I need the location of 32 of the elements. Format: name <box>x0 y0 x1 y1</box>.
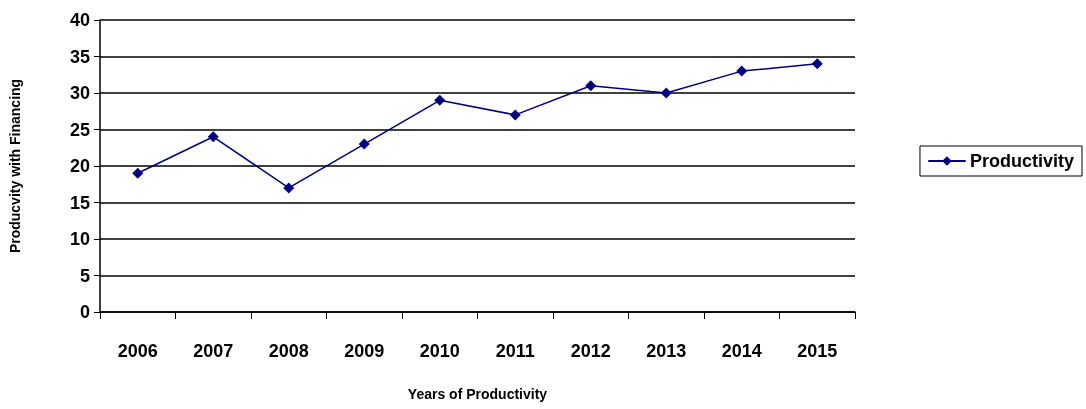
point <box>811 58 823 70</box>
y-tick-label: 0 <box>79 302 90 322</box>
x-tick-label: 2006 <box>117 341 158 361</box>
point <box>736 65 748 77</box>
x-tick-label: 2014 <box>721 341 762 361</box>
legend-label: Productivity <box>969 151 1075 171</box>
x-axis-title: Years of Productivity <box>407 386 548 402</box>
point <box>283 182 295 194</box>
y-tick-label: 40 <box>69 10 90 30</box>
y-tick-label: 10 <box>69 229 90 249</box>
y-tick-label: 35 <box>69 46 90 67</box>
point <box>358 138 370 150</box>
y-tick-label: 5 <box>79 265 90 286</box>
point <box>660 87 672 99</box>
x-tick-label: 2012 <box>570 341 611 361</box>
y-tick-label: 25 <box>69 119 90 140</box>
point <box>132 167 144 179</box>
y-tick-label: 15 <box>69 192 90 213</box>
x-tick-label: 2010 <box>419 341 460 361</box>
y-tick-label: 20 <box>69 156 90 176</box>
x-tick-label: 2007 <box>193 341 234 361</box>
x-tick-label: 2009 <box>344 341 385 361</box>
point <box>434 94 446 106</box>
x-tick-label: 2015 <box>797 341 838 361</box>
point <box>509 109 521 121</box>
y-axis-title: Producvity with Financing <box>7 78 23 254</box>
x-tick-label: 2008 <box>268 341 309 361</box>
point <box>207 131 219 143</box>
point <box>585 80 597 92</box>
x-tick-label: 2011 <box>495 341 535 361</box>
x-tick-label: 2013 <box>646 341 687 361</box>
y-tick-label: 30 <box>69 83 90 103</box>
